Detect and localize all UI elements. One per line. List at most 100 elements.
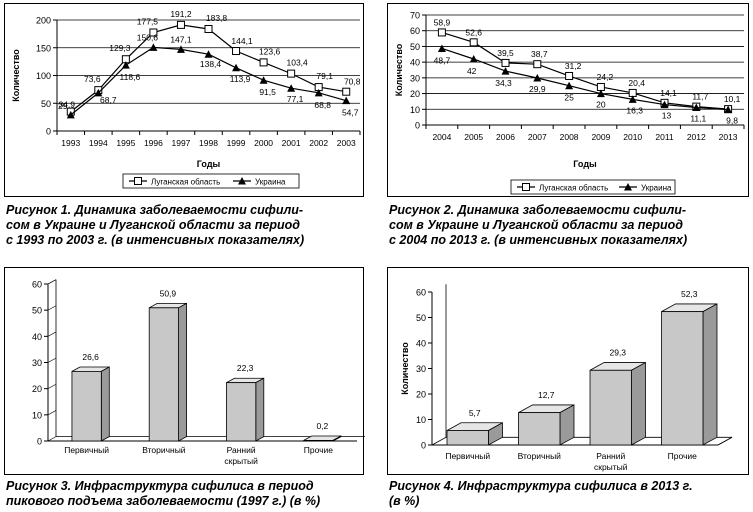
data-label: 54,7: [342, 108, 359, 118]
y-tick-label: 50: [32, 306, 42, 316]
data-label: 147,1: [170, 34, 192, 44]
data-label: 34,3: [495, 78, 512, 88]
data-label: 79,1: [316, 71, 333, 81]
square-marker: [204, 24, 213, 33]
y-tick-label: 50: [416, 313, 426, 323]
data-label: 150,6: [137, 32, 159, 42]
data-label: 13: [662, 111, 672, 121]
figure-3-panel: 0 10 20 30 40 50 60 26,6 Первичный 50,9 Вторичный 2…: [4, 267, 365, 475]
data-label: 113,9: [230, 74, 251, 84]
data-label: 52,6: [465, 27, 482, 37]
figure-4-caption: Рисунок 4. Инфраструктура сифилиса в 201…: [389, 479, 693, 509]
y-axis-label: Количество: [394, 43, 404, 96]
x-tick-label: 1994: [89, 138, 108, 148]
depth-tick: [47, 436, 57, 442]
triangle-marker: [287, 84, 296, 92]
square-marker: [149, 28, 158, 37]
x-tick-label: 2004: [432, 132, 451, 142]
triangle-marker: [596, 89, 605, 98]
data-label: 52,3: [681, 289, 698, 299]
triangle-marker: [724, 105, 733, 114]
category-label: Прочие: [668, 451, 698, 461]
figure-1-caption: Рисунок 1. Динамика заболеваемости сифил…: [6, 203, 304, 248]
figure-2-caption: Рисунок 2. Динамика заболеваемости сифил…: [389, 203, 687, 248]
y-tick-label: 40: [410, 58, 420, 68]
data-label: 39,5: [497, 48, 514, 58]
triangle-marker: [232, 63, 241, 72]
y-tick-label: 10: [32, 410, 42, 420]
data-label: 68,7: [100, 95, 117, 105]
x-tick-label: 2001: [282, 138, 301, 148]
series-line: [441, 31, 729, 110]
bar: [71, 370, 102, 442]
triangle-marker: [66, 110, 75, 119]
x-tick-label: 1999: [227, 138, 246, 148]
bar-side: [255, 377, 265, 442]
data-label: 29,3: [609, 348, 626, 358]
data-label: 20: [596, 100, 606, 110]
square-marker: [437, 28, 446, 37]
triangle-marker: [469, 55, 478, 63]
data-label: 22,3: [237, 363, 254, 373]
square-marker: [232, 47, 241, 56]
y-tick-label: 70: [410, 11, 420, 21]
data-label: 91,5: [259, 87, 276, 97]
x-tick-label: 2005: [464, 132, 483, 142]
x-tick-label: 1995: [116, 138, 135, 148]
category-label: Ранний: [227, 445, 256, 455]
floor-edge: [717, 436, 733, 446]
data-label: 34,9: [58, 100, 75, 110]
y-tick-label: 20: [416, 390, 426, 400]
y-tick-label: 10: [416, 415, 426, 425]
data-label: 20,4: [628, 78, 645, 88]
bar-side: [631, 361, 646, 446]
figure-1-panel: 0 50 100 150 200 1993 1994 1995 1996 1997 1998 1999…: [4, 3, 364, 197]
x-tick-label: 2000: [254, 138, 273, 148]
x-tick-label: 1998: [199, 138, 218, 148]
data-label: 191,2: [170, 9, 192, 19]
y-tick-label: 150: [36, 43, 51, 53]
x-tick-label: 2010: [623, 132, 642, 142]
legend-entry: Луганская область: [151, 178, 220, 187]
category-label: Первичный: [64, 445, 109, 455]
data-label: 16,3: [626, 105, 643, 115]
category-label: Первичный: [445, 451, 490, 461]
y-tick-label: 20: [32, 384, 42, 394]
bar: [589, 369, 632, 446]
square-marker: [522, 183, 530, 191]
y-tick-label: 30: [410, 73, 420, 83]
data-label: 9,8: [726, 116, 738, 126]
figure-4-chart: 0 10 20 30 40 50 60 Количество 5,7 Первичный 12,7 В…: [400, 284, 733, 472]
bar: [518, 412, 561, 446]
category-label: скрытый: [224, 456, 258, 466]
depth-tick: [47, 384, 57, 389]
data-label: 29,9: [529, 84, 546, 94]
data-label: 0,2: [316, 421, 328, 431]
square-marker: [259, 58, 268, 67]
x-axis-label: Годы: [197, 159, 221, 169]
data-label: 68,8: [314, 100, 331, 110]
square-marker: [533, 60, 542, 69]
data-label: 77,1: [287, 94, 304, 104]
x-axis-label: Годы: [573, 159, 597, 169]
data-label: 29: [58, 101, 68, 111]
caption-line: Рисунок 1. Динамика заболеваемости сифил…: [6, 203, 304, 217]
bar: [303, 439, 334, 442]
triangle-marker: [660, 100, 669, 109]
legend-entry: Украина: [255, 178, 286, 187]
square-marker: [134, 177, 142, 185]
caption-line: (в %): [389, 494, 420, 508]
y-tick-label: 200: [36, 16, 51, 26]
data-label: 12,7: [538, 390, 555, 400]
triangle-marker: [204, 50, 213, 58]
square-marker: [287, 69, 296, 78]
y-tick-label: 100: [36, 71, 51, 81]
depth-top: [47, 279, 57, 285]
series-line: [441, 47, 729, 111]
data-label: 129,3: [109, 43, 131, 53]
x-tick-label: 2009: [591, 132, 610, 142]
depth-tick: [47, 305, 57, 311]
bar: [148, 307, 179, 442]
data-label: 103,4: [286, 58, 308, 68]
bar: [446, 430, 489, 446]
